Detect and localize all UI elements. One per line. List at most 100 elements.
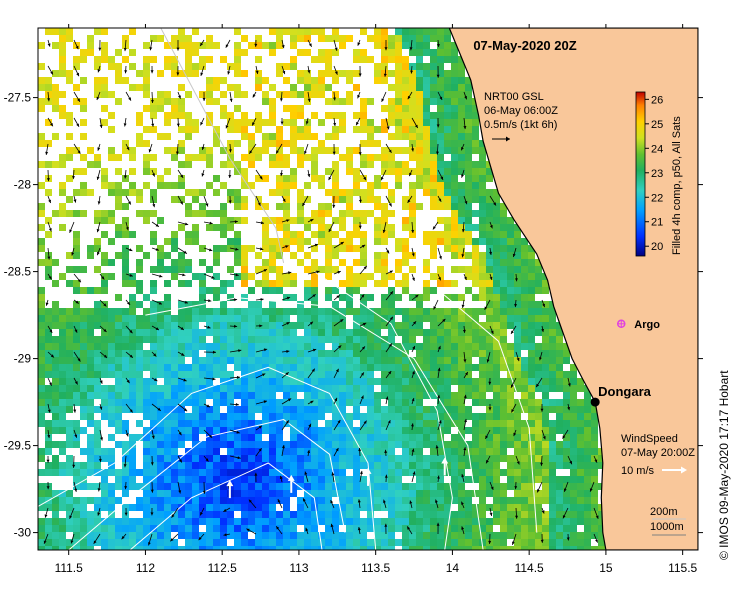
sst-pixel xyxy=(381,322,388,329)
sst-pixel xyxy=(115,518,122,525)
sst-pixel xyxy=(45,119,52,126)
sst-pixel xyxy=(472,455,479,462)
current-vector-head xyxy=(49,329,53,333)
sst-pixel xyxy=(430,441,437,448)
sst-pixel xyxy=(234,448,241,455)
sst-pixel xyxy=(339,357,346,364)
sst-pixel xyxy=(255,406,262,413)
sst-pixel xyxy=(269,490,276,497)
sst-pixel xyxy=(395,28,402,35)
sst-pixel xyxy=(241,329,248,336)
sst-pixel xyxy=(185,413,192,420)
sst-pixel xyxy=(73,238,80,245)
sst-pixel xyxy=(332,196,339,203)
sst-pixel xyxy=(87,497,94,504)
current-vector-head xyxy=(180,201,183,205)
sst-pixel xyxy=(325,168,332,175)
current-vector-head xyxy=(461,174,464,178)
sst-pixel xyxy=(241,182,248,189)
current-vector-head xyxy=(389,316,393,320)
sst-pixel xyxy=(262,119,269,126)
sst-pixel xyxy=(514,462,521,469)
sst-pixel xyxy=(297,147,304,154)
sst-pixel xyxy=(213,371,220,378)
sst-pixel xyxy=(332,427,339,434)
sst-pixel xyxy=(346,504,353,511)
sst-pixel xyxy=(262,315,269,322)
sst-pixel xyxy=(185,259,192,266)
current-vector-head xyxy=(384,474,388,478)
sst-pixel xyxy=(325,476,332,483)
sst-pixel xyxy=(423,511,430,518)
sst-pixel xyxy=(220,161,227,168)
sst-pixel xyxy=(318,238,325,245)
sst-pixel xyxy=(570,385,577,392)
sst-pixel xyxy=(234,126,241,133)
sst-pixel xyxy=(458,252,465,259)
sst-pixel xyxy=(241,350,248,357)
sst-pixel xyxy=(80,322,87,329)
current-vector-head xyxy=(75,45,79,50)
sst-pixel xyxy=(262,308,269,315)
sst-pixel xyxy=(276,203,283,210)
sst-pixel xyxy=(430,252,437,259)
sst-pixel xyxy=(507,427,514,434)
sst-pixel xyxy=(458,98,465,105)
sst-pixel xyxy=(402,42,409,49)
sst-pixel xyxy=(66,119,73,126)
sst-pixel xyxy=(87,532,94,539)
sst-pixel xyxy=(423,84,430,91)
sst-pixel xyxy=(381,469,388,476)
sst-pixel xyxy=(479,210,486,217)
sst-pixel xyxy=(269,42,276,49)
sst-pixel xyxy=(234,203,241,210)
sst-pixel xyxy=(374,126,381,133)
sst-pixel xyxy=(570,511,577,518)
current-vector-head xyxy=(567,383,571,387)
sst-pixel xyxy=(549,371,556,378)
sst-pixel xyxy=(276,385,283,392)
sst-pixel xyxy=(465,273,472,280)
sst-pixel xyxy=(136,329,143,336)
sst-pixel xyxy=(276,406,283,413)
sst-pixel xyxy=(80,105,87,112)
sst-pixel xyxy=(444,28,451,35)
current-vector-head xyxy=(383,499,386,503)
sst-pixel xyxy=(171,273,178,280)
current-vector-head xyxy=(282,198,286,202)
sst-pixel xyxy=(528,357,535,364)
sst-pixel xyxy=(577,434,584,441)
sst-pixel xyxy=(241,175,248,182)
current-vector-head xyxy=(312,348,317,352)
sst-pixel xyxy=(178,98,185,105)
sst-pixel xyxy=(136,196,143,203)
sst-pixel xyxy=(416,63,423,70)
sst-pixel xyxy=(73,245,80,252)
current-vector-head xyxy=(183,250,187,254)
current-vector-head xyxy=(442,318,446,323)
sst-pixel xyxy=(332,476,339,483)
sst-pixel xyxy=(444,539,451,546)
sst-pixel xyxy=(514,434,521,441)
sst-pixel xyxy=(52,539,59,546)
sst-pixel xyxy=(591,483,598,490)
sst-pixel xyxy=(381,49,388,56)
sst-pixel xyxy=(290,105,297,112)
sst-pixel xyxy=(458,266,465,273)
sst-pixel xyxy=(437,98,444,105)
current-vector-head xyxy=(234,298,238,302)
sst-pixel xyxy=(178,336,185,343)
sst-pixel xyxy=(591,497,598,504)
sst-pixel xyxy=(115,385,122,392)
sst-pixel xyxy=(451,532,458,539)
sst-pixel xyxy=(381,546,388,550)
sst-pixel xyxy=(206,385,213,392)
sst-pixel xyxy=(115,399,122,406)
sst-pixel xyxy=(220,539,227,546)
sst-pixel xyxy=(262,91,269,98)
sst-pixel xyxy=(262,497,269,504)
sst-pixel xyxy=(297,189,304,196)
sst-pixel xyxy=(171,56,178,63)
sst-pixel xyxy=(262,385,269,392)
sst-pixel xyxy=(430,77,437,84)
